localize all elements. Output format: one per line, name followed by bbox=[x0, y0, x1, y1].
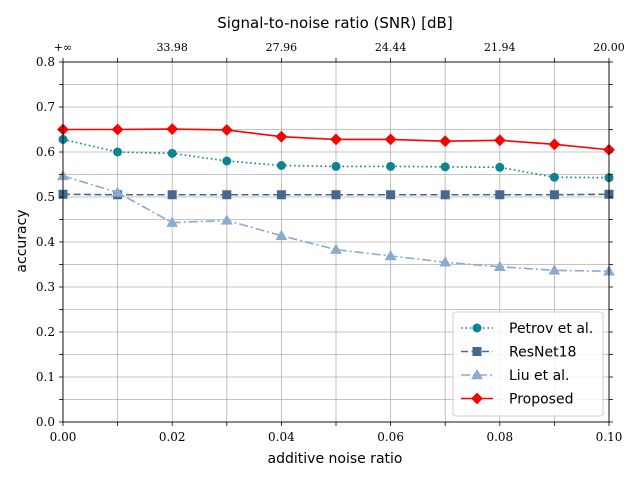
series-petrov-et-al bbox=[58, 134, 614, 183]
legend-label: Liu et al. bbox=[509, 368, 569, 384]
x-tick-label: 0.06 bbox=[377, 430, 404, 444]
ticks: 0.00 0.02 0.04 0.06 0.08 0.10 +∞ 33.98 27.96 24.4… bbox=[36, 41, 625, 444]
point-square bbox=[472, 347, 482, 356]
point-square bbox=[440, 190, 450, 200]
point-square bbox=[331, 190, 341, 200]
point-circle bbox=[472, 323, 482, 333]
top-tick-label: 24.44 bbox=[375, 41, 407, 54]
point-square bbox=[276, 190, 286, 200]
legend-item: ResNet18 bbox=[461, 345, 576, 361]
point-triangle bbox=[275, 229, 288, 240]
y-tick-label: 0.6 bbox=[36, 145, 55, 159]
series-layer bbox=[57, 123, 615, 276]
y-tick-label: 0.2 bbox=[36, 325, 55, 339]
y-tick-label: 0.4 bbox=[36, 235, 55, 249]
series-liu-et-al bbox=[57, 169, 615, 276]
point-triangle bbox=[111, 186, 124, 197]
point-diamond bbox=[330, 133, 342, 146]
point-circle bbox=[222, 156, 232, 166]
point-triangle bbox=[471, 368, 483, 380]
point-diamond bbox=[439, 135, 452, 148]
legend-box bbox=[452, 311, 604, 417]
point-triangle bbox=[439, 256, 452, 267]
point-diamond bbox=[548, 138, 561, 151]
series-proposed bbox=[57, 123, 615, 156]
top-tick-label: +∞ bbox=[54, 41, 72, 54]
point-triangle bbox=[166, 216, 179, 227]
series-line bbox=[62, 175, 610, 273]
point-diamond bbox=[493, 134, 506, 147]
point-circle bbox=[276, 161, 286, 170]
point-circle bbox=[495, 162, 505, 172]
point-triangle bbox=[548, 264, 561, 275]
y-tick-label: 0.5 bbox=[36, 190, 55, 204]
legend-label: ResNet18 bbox=[509, 345, 576, 361]
point-circle bbox=[386, 161, 396, 171]
x-tick-label: 0.04 bbox=[268, 430, 295, 444]
point-square bbox=[386, 190, 396, 200]
chart-title: Signal-to-noise ratio (SNR) [dB] bbox=[217, 14, 452, 32]
x-tick-label: 0.02 bbox=[159, 430, 186, 444]
legend: Petrov et al. ResNet18 Liu et al. Proposed bbox=[452, 311, 604, 417]
x-tick-label: 0.10 bbox=[596, 430, 623, 444]
y-tick-label: 0.3 bbox=[36, 280, 55, 294]
top-tick-label: 20.00 bbox=[593, 41, 625, 54]
legend-item: Liu et al. bbox=[461, 368, 569, 384]
point-diamond bbox=[384, 133, 397, 146]
point-circle bbox=[331, 161, 341, 171]
legend-item: Proposed bbox=[461, 392, 573, 408]
legend-item: Petrov et al. bbox=[461, 321, 593, 337]
x-tick-label: 0.00 bbox=[50, 430, 77, 444]
point-triangle bbox=[330, 243, 342, 254]
point-circle bbox=[440, 162, 450, 172]
point-square bbox=[222, 190, 232, 200]
top-tick-label: 27.96 bbox=[266, 41, 298, 54]
y-tick-label: 0.7 bbox=[36, 100, 55, 114]
legend-label: Proposed bbox=[509, 392, 573, 408]
point-triangle bbox=[493, 260, 506, 271]
point-circle bbox=[549, 172, 559, 182]
point-square bbox=[549, 190, 559, 200]
y-tick-label: 0.0 bbox=[36, 415, 55, 429]
point-circle bbox=[113, 147, 123, 157]
point-diamond bbox=[111, 123, 124, 136]
x-tick-label: 0.08 bbox=[486, 430, 513, 444]
point-square bbox=[167, 190, 177, 200]
point-diamond bbox=[220, 124, 233, 136]
point-triangle bbox=[220, 214, 233, 225]
legend-label: Petrov et al. bbox=[509, 321, 593, 337]
y-tick-label: 0.1 bbox=[36, 370, 55, 384]
point-diamond bbox=[166, 123, 179, 135]
point-square bbox=[495, 190, 505, 200]
y-tick-label: 0.8 bbox=[36, 55, 55, 69]
point-circle bbox=[167, 148, 177, 158]
y-axis-label: accuracy bbox=[14, 209, 30, 272]
point-diamond bbox=[471, 392, 483, 405]
point-diamond bbox=[275, 130, 288, 143]
top-tick-label: 33.98 bbox=[156, 41, 188, 54]
point-triangle bbox=[384, 249, 397, 261]
series-line bbox=[62, 138, 610, 179]
x-axis-label: additive noise ratio bbox=[268, 451, 403, 467]
top-tick-label: 21.94 bbox=[484, 41, 516, 54]
